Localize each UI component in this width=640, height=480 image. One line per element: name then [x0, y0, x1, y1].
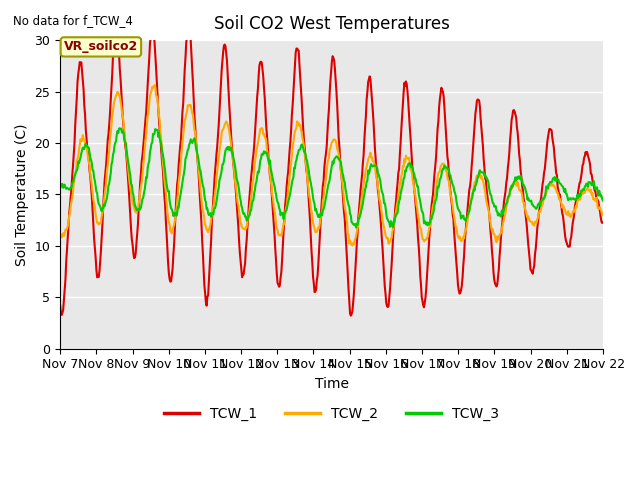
- TCW_1: [207, 251, 214, 256]
- TCW_3: [66, 186, 74, 192]
- TCW_3: [599, 198, 607, 204]
- TCW_3: [116, 125, 124, 131]
- TCW_3: [123, 147, 131, 153]
- TCW_1: [123, 155, 131, 161]
- TCW_1: [415, 244, 422, 250]
- Line: TCW_1: TCW_1: [60, 25, 603, 316]
- TCW_2: [122, 144, 130, 149]
- TCW_1: [347, 313, 355, 319]
- TCW_2: [150, 82, 158, 88]
- Text: VR_soilco2: VR_soilco2: [64, 40, 138, 53]
- TCW_3: [352, 225, 360, 230]
- TCW_1: [599, 220, 607, 226]
- TCW_2: [599, 212, 607, 218]
- TCW_2: [178, 147, 186, 153]
- TCW_2: [56, 233, 64, 239]
- TCW_1: [66, 202, 74, 208]
- X-axis label: Time: Time: [314, 377, 349, 391]
- TCW_3: [415, 192, 422, 197]
- TCW_3: [399, 181, 407, 187]
- TCW_2: [348, 243, 356, 249]
- Line: TCW_3: TCW_3: [60, 128, 603, 228]
- TCW_1: [399, 101, 407, 107]
- TCW_1: [178, 124, 186, 130]
- TCW_3: [178, 184, 186, 190]
- TCW_2: [415, 216, 422, 222]
- TCW_2: [399, 163, 407, 169]
- Line: TCW_2: TCW_2: [60, 85, 603, 246]
- Title: Soil CO2 West Temperatures: Soil CO2 West Temperatures: [214, 15, 449, 33]
- TCW_1: [112, 23, 120, 28]
- TCW_2: [66, 211, 74, 216]
- TCW_3: [207, 210, 214, 216]
- Text: No data for f_TCW_4: No data for f_TCW_4: [13, 14, 132, 27]
- Y-axis label: Soil Temperature (C): Soil Temperature (C): [15, 123, 29, 265]
- TCW_3: [56, 185, 64, 191]
- Legend: TCW_1, TCW_2, TCW_3: TCW_1, TCW_2, TCW_3: [159, 402, 504, 427]
- TCW_2: [207, 222, 214, 228]
- TCW_1: [56, 302, 64, 308]
